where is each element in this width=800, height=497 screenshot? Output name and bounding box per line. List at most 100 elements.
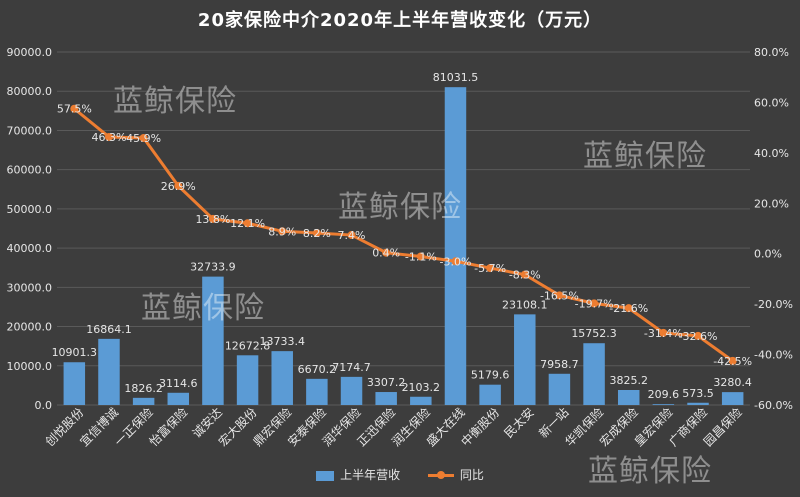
yoy-value-label: -19.7% — [575, 297, 614, 310]
yoy-point — [347, 231, 356, 240]
bar — [410, 396, 432, 405]
bar — [514, 314, 536, 405]
legend-bar-swatch — [316, 470, 335, 481]
yoy-point — [104, 132, 113, 141]
bar-value-label: 16864.1 — [86, 323, 132, 336]
bar — [132, 397, 155, 405]
y2-tick-label: -20.0% — [754, 298, 793, 311]
bar — [583, 343, 605, 405]
yoy-value-label: 8.2% — [303, 227, 331, 240]
bar — [548, 373, 571, 405]
bar-value-label: 13733.4 — [259, 335, 305, 348]
bar — [271, 351, 293, 405]
yoy-value-label: 0.4% — [372, 247, 400, 260]
bar-value-label: 6670.2 — [298, 363, 337, 376]
bar — [721, 392, 744, 405]
x-category-label: 中衡股份 — [458, 405, 503, 450]
yoy-value-label: 8.9% — [268, 225, 296, 238]
y2-tick-label: 0.0% — [754, 248, 782, 261]
yoy-value-label: -32.6% — [679, 330, 718, 343]
bar-value-label: 573.5 — [682, 387, 714, 400]
bar — [340, 376, 363, 405]
bar-value-label: 5179.6 — [471, 369, 510, 382]
bar-value-label: 7958.7 — [540, 358, 579, 371]
bar-value-label: 3825.2 — [609, 374, 648, 387]
yoy-value-label: -5.7% — [474, 262, 506, 275]
chart-title: 20家保险中介2020年上半年营收变化（万元） — [197, 10, 603, 31]
yoy-point — [624, 304, 633, 313]
y-tick-label: 30000.0 — [7, 281, 53, 294]
y-tick-label: 80000.0 — [7, 85, 53, 98]
yoy-value-label: 45.9% — [126, 132, 161, 145]
y-tick-label: 90000.0 — [7, 46, 53, 59]
yoy-point — [139, 133, 148, 142]
yoy-point — [451, 257, 460, 266]
y-tick-label: 40000.0 — [7, 242, 53, 255]
bar-value-label: 3114.6 — [159, 377, 198, 390]
legend-line-swatch — [427, 471, 454, 479]
x-category-label: 园昌保险 — [700, 405, 745, 450]
legend-line-label: 同比 — [459, 468, 484, 482]
bar-value-label: 1826.2 — [124, 382, 163, 395]
yoy-point — [243, 219, 252, 228]
yoy-value-label: 46.3% — [91, 131, 126, 144]
bar-value-label: 7174.7 — [332, 361, 371, 374]
y-tick-label: 20000.0 — [7, 321, 53, 334]
bar-value-label: 3280.4 — [713, 376, 752, 389]
bar-value-label: 23108.1 — [502, 298, 548, 311]
y2-tick-label: 60.0% — [754, 96, 789, 109]
yoy-value-label: -31.4% — [644, 327, 683, 340]
y2-tick-label: 20.0% — [754, 197, 789, 210]
bar-value-label: 12672.8 — [225, 339, 271, 352]
yoy-point — [659, 328, 668, 337]
bar — [652, 404, 675, 405]
bar — [167, 392, 190, 405]
y-tick-label: 70000.0 — [7, 124, 53, 137]
yoy-point — [382, 248, 391, 257]
yoy-point — [70, 104, 79, 113]
bar — [236, 355, 259, 405]
x-category-label: 怡富保险 — [146, 405, 191, 450]
bar-value-label: 15752.3 — [571, 327, 617, 340]
yoy-value-label: 57.5% — [57, 103, 92, 116]
yoy-value-label: 26.9% — [161, 180, 196, 193]
y2-tick-label: -60.0% — [754, 399, 793, 412]
bar — [479, 384, 501, 405]
yoy-value-label: 12.1% — [230, 217, 265, 230]
yoy-value-label: -16.5% — [540, 289, 579, 302]
yoy-point — [694, 331, 703, 340]
y-tick-label: 0.0 — [35, 399, 53, 412]
bar — [617, 389, 640, 405]
yoy-point — [590, 299, 599, 308]
yoy-value-label: -3.0% — [440, 255, 472, 268]
y-tick-label: 10000.0 — [7, 360, 53, 373]
bar — [687, 402, 709, 405]
yoy-point — [174, 181, 183, 190]
y2-tick-label: -40.0% — [754, 349, 793, 362]
yoy-value-label: -21.6% — [609, 302, 648, 315]
bar — [444, 87, 467, 405]
yoy-point — [520, 270, 529, 279]
legend-bar: 上半年营收 — [316, 466, 400, 483]
y-tick-label: 60000.0 — [7, 164, 53, 177]
legend-bar-label: 上半年营收 — [340, 468, 401, 482]
bar-value-label: 2103.2 — [402, 381, 441, 394]
bar — [375, 392, 397, 405]
bar — [63, 362, 86, 405]
yoy-point — [416, 252, 425, 261]
y2-tick-label: 80.0% — [754, 46, 789, 59]
bar — [202, 276, 224, 405]
bar-value-label: 209.6 — [648, 388, 680, 401]
yoy-value-label: 7.4% — [338, 229, 366, 242]
yoy-point — [728, 356, 737, 365]
yoy-point — [278, 227, 287, 236]
yoy-point — [486, 264, 495, 273]
bar-value-label: 81031.5 — [433, 71, 479, 84]
bar-value-label: 3307.2 — [367, 376, 406, 389]
yoy-point — [312, 229, 321, 238]
bar-value-label: 32733.9 — [190, 261, 236, 274]
yoy-value-label: 13.8% — [195, 213, 230, 226]
legend-line: 同比 — [427, 466, 484, 483]
bar — [98, 338, 120, 405]
